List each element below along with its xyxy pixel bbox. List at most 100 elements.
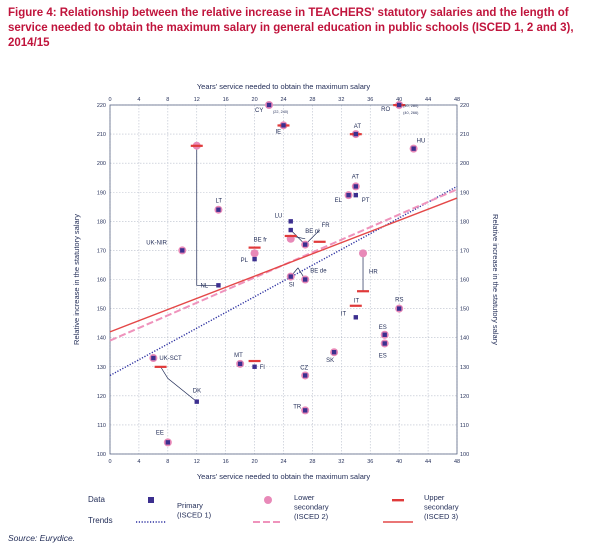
y-axis-title-right: Relative increase in the statutory salar… [491,214,500,345]
country-label: EL [335,198,343,204]
y-tick-label-right: 170 [460,248,469,254]
legend-label-lower: Lower [294,493,315,502]
plot-border [109,104,458,455]
x-tick-label-bottom: 12 [194,459,200,465]
y-tick-label-left: 170 [97,248,106,254]
x-tick-label-bottom: 48 [454,459,460,465]
legend-label-upper: secondary [424,503,459,512]
x-tick-label-bottom: 20 [252,459,258,465]
overflow-value-label: (22, 240) [273,110,289,114]
country-label: SI [289,283,295,289]
point-lower-secondary [359,249,368,258]
x-axis-title-bottom: Years' service needed to obtain the maxi… [197,472,371,481]
point-primary [302,373,308,378]
country-label: FR [322,223,331,229]
point-labels: CY (22, 240) IE AT HU RO (40, 280) (40, 266) AT E… [146,104,425,436]
point-primary [302,277,308,282]
point-primary [266,102,272,108]
point-primary [237,361,243,367]
point-primary [165,440,171,445]
country-label: CZ [300,365,308,371]
x-tick-label-top: 0 [108,97,111,103]
point-primary [353,315,358,320]
x-tick-label-top: 8 [166,97,169,103]
point-primary [353,192,358,198]
country-label: UK-SCT [159,356,182,362]
x-tick-label-bottom: 36 [367,459,373,465]
point-primary [216,207,221,212]
y-tick-label-right: 120 [460,394,469,400]
y-tick-label-left: 190 [97,190,106,196]
country-label: NL [200,283,208,289]
y-tick-label-right: 160 [460,278,469,284]
x-tick-label-bottom: 28 [309,459,315,465]
y-tick-label-left: 200 [97,161,106,167]
x-tick-label-top: 16 [223,97,229,103]
trend-line-lower [109,188,458,342]
x-tick-label-top: 44 [425,97,431,103]
overflow-value-label: (40, 266) [403,111,419,115]
axes: 0044881212161620202424282832323636404044… [72,82,500,481]
plot-frame [109,104,458,455]
y-tick-label-left: 140 [97,336,106,342]
legend-label-primary: Primary [177,501,203,510]
x-tick-label-top: 36 [367,97,373,103]
x-tick-label-top: 12 [194,97,200,103]
source-note: Source: Eurydice. [8,533,76,543]
y-tick-label-left: 100 [97,452,106,458]
point-lower-secondary [250,249,259,258]
y-tick-label-right: 110 [460,423,469,429]
x-tick-label-bottom: 0 [108,459,111,465]
country-label: PT [362,198,370,204]
x-tick-label-bottom: 16 [223,459,229,465]
country-label: LU [275,213,283,219]
point-upper-secondary [190,144,203,147]
legend-data-label: Data [88,495,105,504]
point-upper-secondary [357,290,370,293]
point-primary [302,408,308,413]
country-label: AT [352,174,360,180]
point-upper-secondary [154,365,167,368]
country-label: HU [417,139,426,145]
country-label: IE [276,129,282,135]
country-label: BE fr [254,238,267,244]
connector-line [196,145,219,286]
y-tick-label-right: 140 [460,336,469,342]
y-axis-title-left: Relative increase in the statutory salar… [72,214,81,345]
y-tick-label-left: 150 [97,307,106,313]
point-primary [288,219,293,224]
x-tick-label-bottom: 24 [280,459,286,465]
point-primary [288,227,293,233]
country-label: IT [354,299,360,305]
point-primary [151,355,156,361]
trend-lines [109,185,458,377]
point-upper-secondary [349,304,362,307]
y-tick-label-right: 220 [460,103,469,109]
x-tick-label-top: 48 [454,97,460,103]
overflow-value-label: (40, 280) [403,104,419,108]
legend-lower-marker [264,496,272,504]
country-label: CY [255,108,263,114]
point-primary [252,364,257,369]
grid [109,104,458,455]
figure-title: Figure 4: Relationship between the relat… [8,7,574,49]
point-primary [252,256,257,262]
country-label: DK [193,389,201,395]
point-primary [353,131,358,137]
x-tick-label-bottom: 40 [396,459,402,465]
y-tick-label-left: 160 [97,278,106,284]
legend-trends-label: Trends [88,516,113,525]
country-label: RS [395,298,403,304]
y-tick-label-right: 210 [460,132,469,138]
x-tick-label-top: 40 [396,97,402,103]
point-primary [411,146,416,151]
point-upper-secondary [313,240,326,243]
country-label: RO [381,107,390,113]
point-primary [396,102,402,108]
country-label: BE de [310,269,327,275]
legend-label-primary: (ISCED 1) [177,511,212,520]
country-label: HR [369,270,378,276]
point-upper-secondary [248,246,261,249]
x-tick-label-bottom: 4 [137,459,140,465]
